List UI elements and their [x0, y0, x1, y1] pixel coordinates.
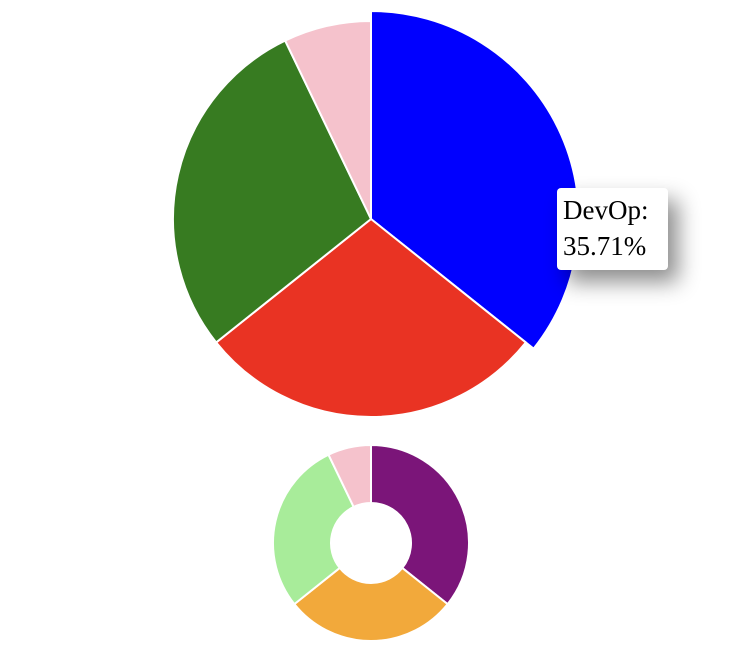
tooltip-value: 35.71% [563, 231, 647, 261]
slice [214, 217, 528, 418]
slice [272, 453, 355, 606]
tooltip: DevOp: 35.71% [557, 188, 668, 270]
tooltip-label: DevOp: [563, 195, 649, 225]
slice [370, 443, 470, 606]
slice [172, 39, 373, 344]
slice [327, 443, 372, 509]
slice [292, 566, 450, 642]
slice [370, 9, 580, 351]
slice [283, 19, 372, 220]
